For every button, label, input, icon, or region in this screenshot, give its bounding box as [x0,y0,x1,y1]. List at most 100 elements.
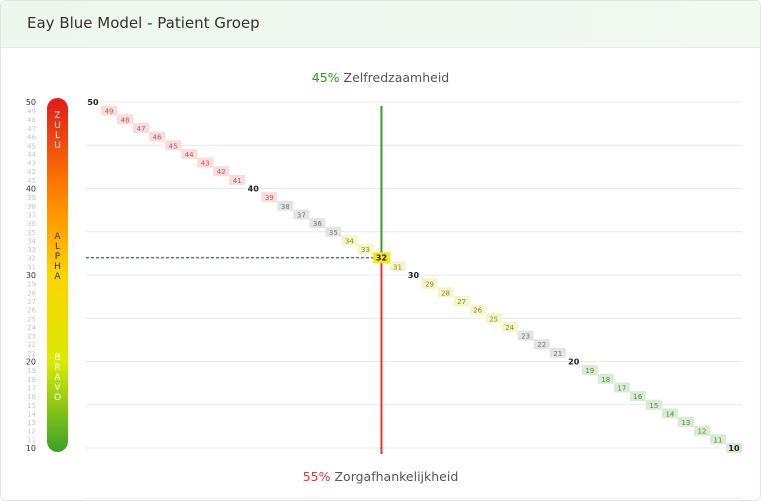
score-box [372,252,390,264]
zone-letter-bravo: B [54,353,60,363]
y-tick-label: 42 [27,168,36,176]
score-box [101,105,118,116]
score-label: 21 [553,350,562,358]
score-box [517,330,534,341]
score-box [453,295,470,306]
score-box [389,261,406,272]
score-label: 39 [265,194,274,202]
score-label: 38 [281,203,290,211]
score-label: 24 [505,324,514,332]
card-header: Eay Blue Model - Patient Groep [1,1,760,48]
score-box [469,304,486,315]
severity-scale-bar [47,98,68,452]
score-label: 45 [169,142,178,150]
score-label: 47 [137,125,146,133]
score-box [181,148,198,159]
zorgafhankelijkheid-text: Zorgafhankelijkheid [330,469,459,484]
score-label: 30 [408,271,420,280]
score-label: 25 [489,315,498,323]
y-tick-label: 36 [27,220,36,228]
y-tick-label: 17 [27,384,36,392]
zone-letter-zulu: L [55,131,60,141]
y-tick-label: 15 [27,402,36,410]
zone-letter-bravo: V [54,383,61,393]
score-label: 14 [665,410,674,418]
score-label: 23 [521,333,530,341]
score-label: 46 [153,134,162,142]
score-label: 49 [105,108,114,116]
zone-letter-alpha: A [54,232,61,242]
score-box [341,235,358,246]
y-tick-label: 31 [27,263,36,271]
zone-letter-alpha: A [54,272,61,282]
zelfredzaamheid-percentage: 45% [311,70,340,85]
zone-letter-bravo: A [54,373,61,383]
score-box [133,122,150,133]
y-tick-label: 50 [26,98,36,107]
score-label: 13 [681,419,690,427]
score-label: 28 [441,289,450,297]
score-box [597,373,614,384]
y-tick-label: 22 [27,341,36,349]
score-box [293,209,310,220]
zelfredzaamheid-text: Zelfredzaamheid [339,70,450,85]
y-tick-label: 39 [27,194,36,202]
y-tick-label: 32 [27,255,36,263]
y-tick-label: 27 [27,298,36,306]
zelfredzaamheid-label: 45% Zelfredzaamheid [0,70,761,85]
y-tick-label: 18 [27,376,36,384]
score-box [661,408,678,419]
score-box [709,434,726,445]
score-label: 50 [87,98,99,107]
y-tick-label: 21 [27,350,36,358]
score-label: 42 [217,168,226,176]
zone-letter-alpha: H [54,262,61,272]
score-label: 32 [376,254,387,263]
score-box [629,391,646,402]
y-tick-label: 45 [27,142,36,150]
score-box [437,287,454,298]
score-box [549,347,566,358]
score-label: 37 [297,211,306,219]
score-box [501,321,518,332]
y-tick-label: 47 [27,125,36,133]
y-tick-label: 25 [27,315,36,323]
y-tick-label: 30 [26,271,36,280]
score-box [533,339,550,350]
y-tick-label: 34 [27,237,36,245]
score-label: 36 [313,220,322,228]
y-tick-label: 24 [27,324,36,332]
zone-letter-bravo: O [54,393,61,403]
y-tick-label: 44 [27,151,36,159]
score-box [165,140,182,151]
score-label: 16 [633,393,642,401]
score-box [581,365,598,376]
zone-letter-zulu: U [54,141,61,151]
score-label: 33 [361,246,370,254]
score-label: 19 [585,367,594,375]
y-tick-label: 46 [27,134,36,142]
zone-letter-alpha: L [55,242,60,252]
score-box [613,382,630,393]
score-box [149,131,166,142]
score-label: 29 [425,281,434,289]
y-tick-label: 28 [27,289,36,297]
zone-letter-bravo: R [54,363,60,373]
y-tick-label: 20 [26,358,36,367]
score-label: 40 [248,185,260,194]
y-tick-label: 40 [26,185,36,194]
y-tick-label: 26 [27,307,36,315]
score-box [117,114,134,125]
y-tick-label: 12 [27,428,36,436]
y-tick-label: 10 [26,444,36,453]
score-box [645,399,662,410]
score-box [309,218,326,229]
score-label: 41 [233,177,242,185]
y-tick-label: 49 [27,108,36,116]
y-tick-label: 37 [27,211,36,219]
y-tick-label: 19 [27,367,36,375]
score-label: 17 [617,384,626,392]
y-tick-label: 35 [27,229,36,237]
score-label: 31 [393,263,402,271]
y-tick-label: 16 [27,393,36,401]
